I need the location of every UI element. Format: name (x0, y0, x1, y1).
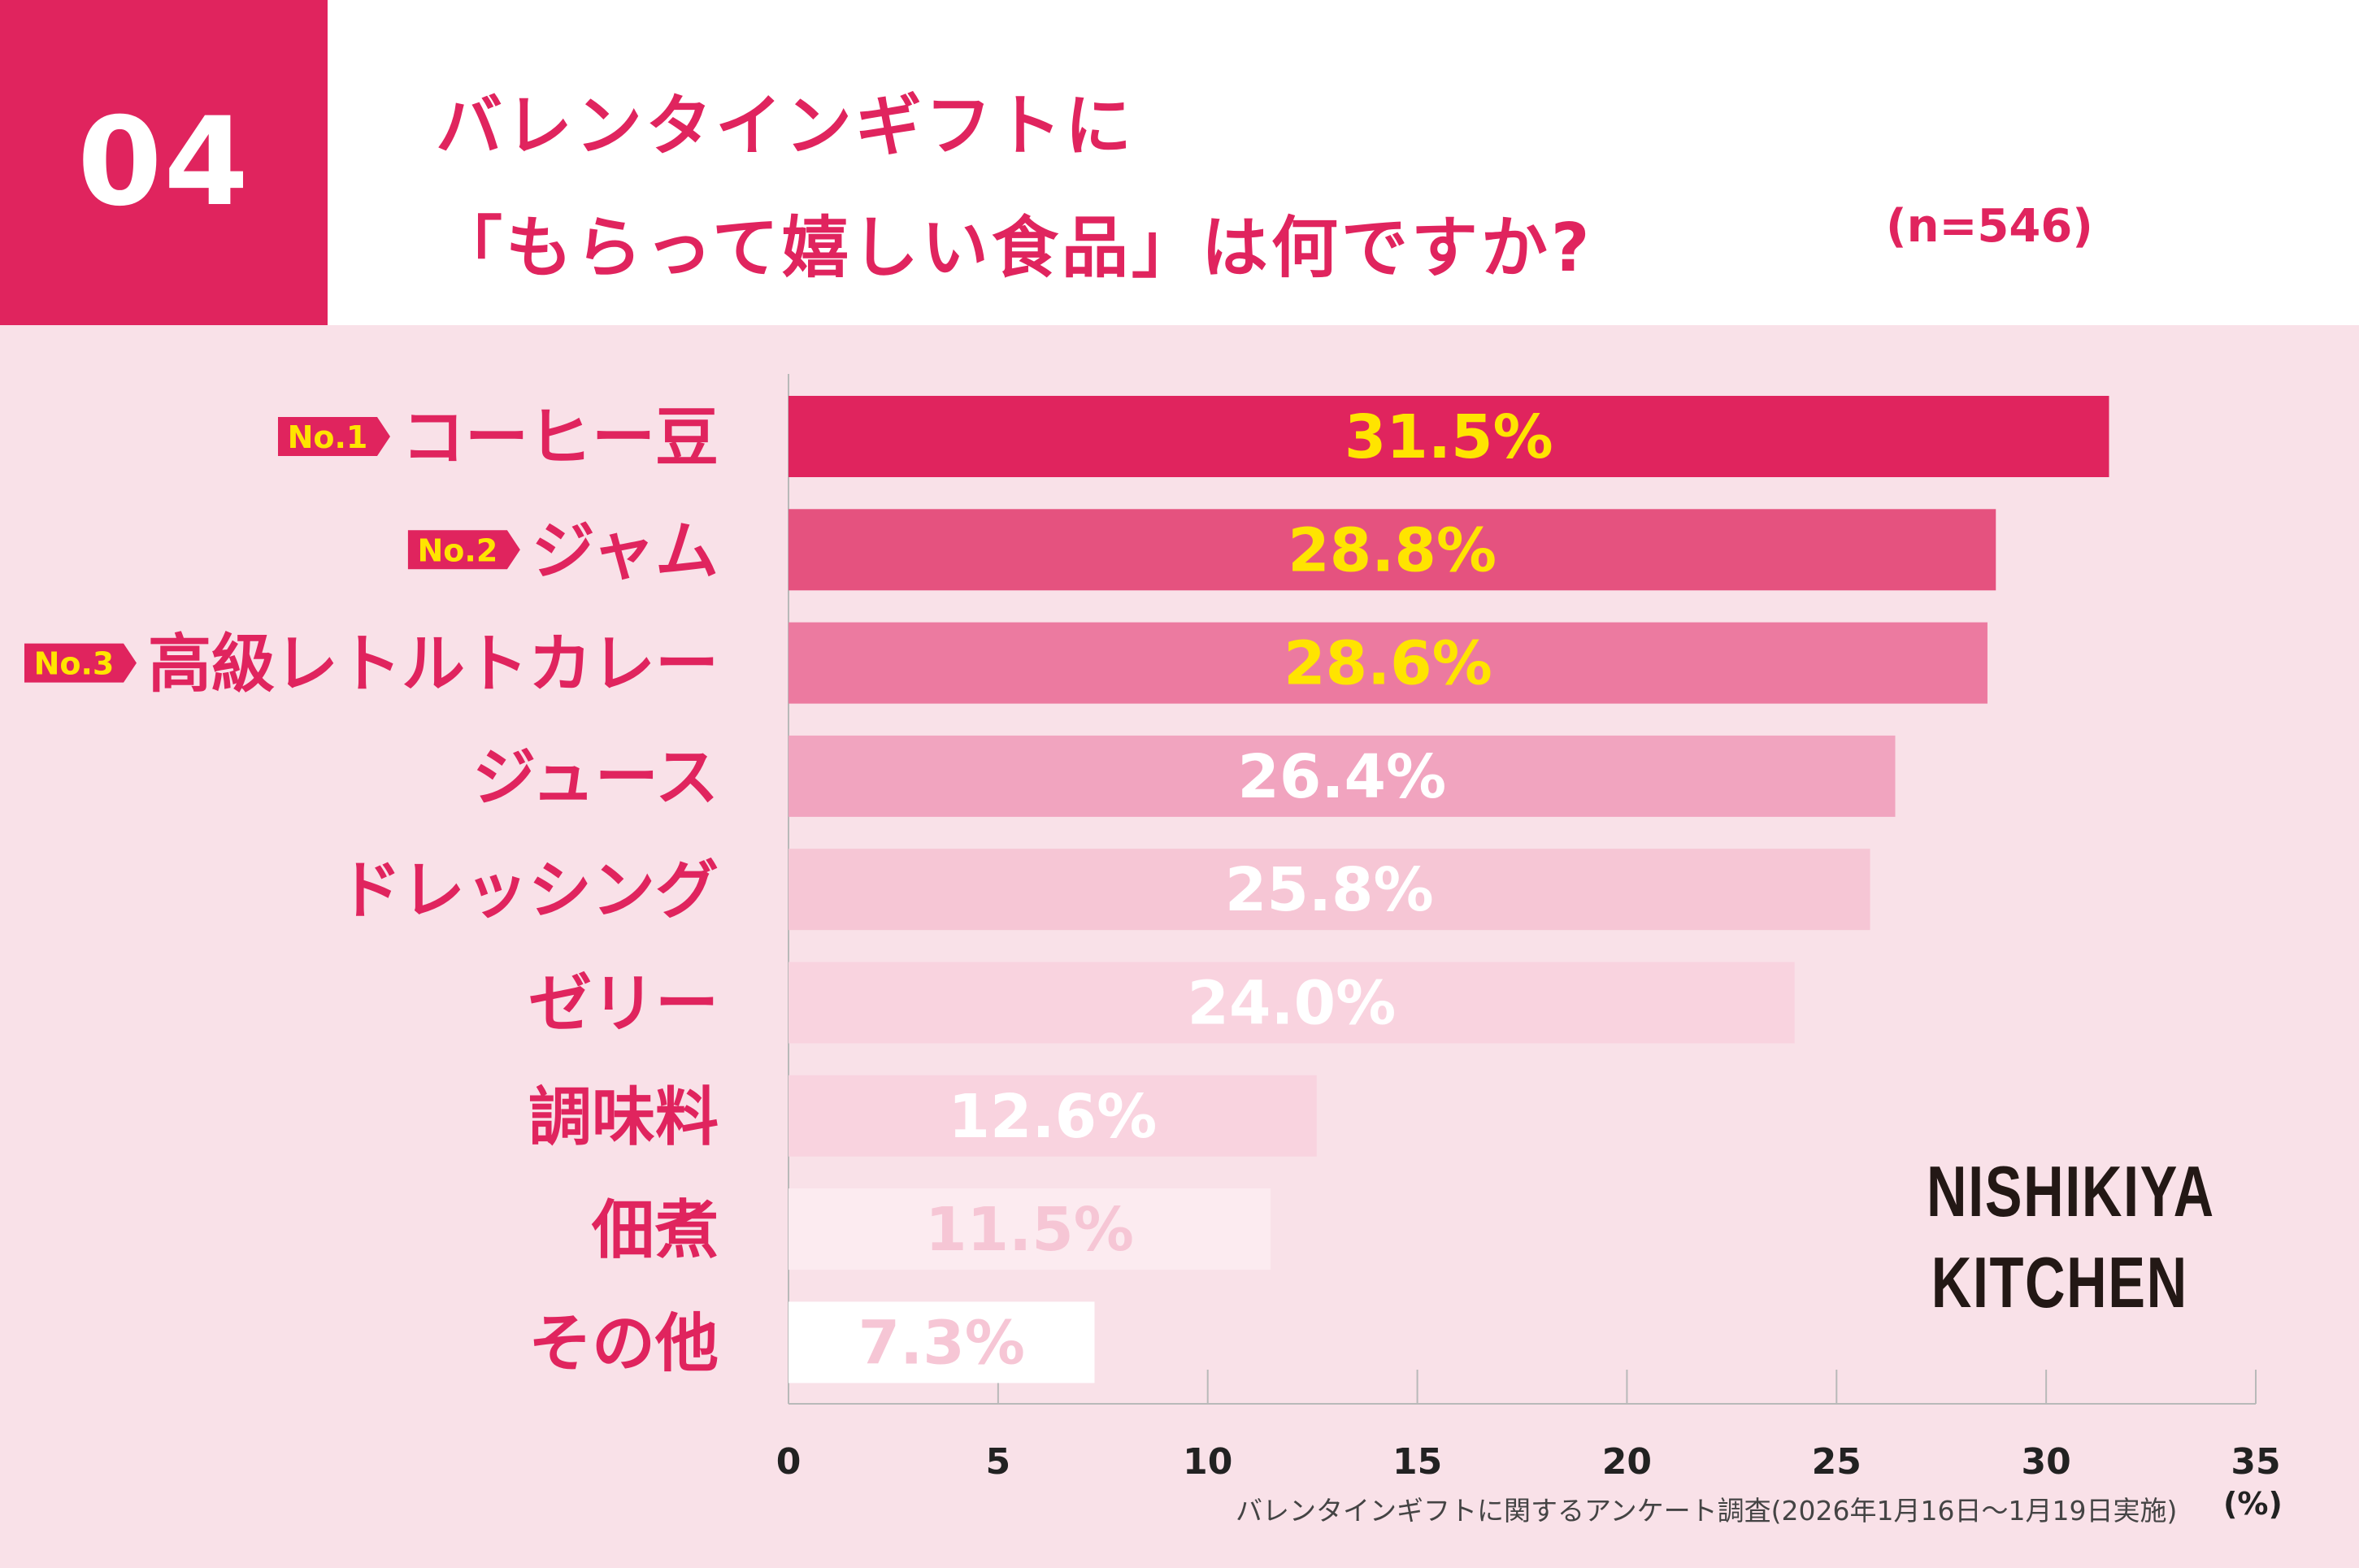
x-tick-label: 35 (2231, 1441, 2280, 1483)
bar-value-label: 7.3% (858, 1308, 1025, 1378)
axis-unit-label: (%) (2223, 1486, 2283, 1522)
rank-tag-label: No.1 (288, 419, 368, 455)
category-label: ジュース (472, 741, 719, 814)
category-label: 佃煮 (591, 1194, 719, 1267)
bar (789, 622, 1988, 704)
bar-value-label: 25.8% (1225, 855, 1434, 925)
category-label: 調味料 (528, 1081, 719, 1154)
bar (789, 735, 1896, 817)
bar (789, 509, 1996, 591)
category-label: ゼリー (528, 968, 719, 1041)
category-label: ジャム (532, 515, 719, 588)
category-label: その他 (528, 1307, 719, 1380)
rank-tag (407, 530, 520, 570)
rank-tag-label: No.2 (417, 532, 497, 568)
rank-tag (277, 417, 390, 456)
category-label: コーヒー豆 (402, 402, 719, 475)
header: 04 バレンタインギフトに 「もらって嬉しい食品」は何ですか? (n=546) (0, 0, 2359, 325)
question-number-badge: 04 (0, 0, 328, 325)
bar-value-label: 28.8% (1288, 515, 1497, 585)
x-tick-label: 5 (986, 1441, 1011, 1483)
bar-chart: 0 5 10 15 20 25 30 35 31.5% コーヒー豆 No.1 28.8% ジャム No.2… (24, 374, 2281, 1483)
category-label: 高級レトルトカレー (148, 628, 719, 701)
bar (789, 1188, 1271, 1270)
bar-value-label: 11.5% (925, 1195, 1134, 1265)
bar (789, 1301, 1095, 1383)
x-tick-label: 0 (776, 1441, 802, 1483)
survey-source-note: バレンタインギフトに関するアンケート調査(2026年1月16日〜1月19日実施) (1236, 1495, 2178, 1527)
x-tick-label: 30 (2022, 1441, 2071, 1483)
brand-logo-line-1: NISHIKIYA (1927, 1151, 2215, 1231)
bar (789, 962, 1795, 1044)
bar (789, 1075, 1317, 1157)
category-label: ドレッシング (338, 854, 719, 927)
brand-logo-line-2: KITCHEN (1931, 1242, 2188, 1323)
bar-value-label: 12.6% (949, 1082, 1158, 1152)
x-tick-label: 25 (1812, 1441, 1862, 1483)
bar (789, 849, 1870, 931)
x-tick-label: 20 (1602, 1441, 1652, 1483)
bar-value-label: 28.6% (1284, 629, 1492, 699)
bar (789, 396, 2109, 477)
rank-tag-label: No.3 (34, 646, 115, 682)
page-title-line-2: 「もらって嬉しい食品」は何ですか? (436, 210, 1593, 287)
brand-logo: NISHIKIYA KITCHEN (1927, 1146, 2215, 1328)
bar-value-label: 31.5% (1345, 402, 1553, 472)
page-title-line-1: バレンタインギフトに (436, 88, 1136, 165)
chart-area: 0 5 10 15 20 25 30 35 31.5% コーヒー豆 No.1 28.8% ジャム No.2… (0, 325, 2359, 1568)
rank-tag (24, 643, 137, 683)
x-tick-label: 15 (1392, 1441, 1442, 1483)
x-tick-label: 10 (1183, 1441, 1232, 1483)
bar-value-label: 24.0% (1187, 969, 1396, 1039)
sample-size: (n=546) (1886, 200, 2093, 253)
bar-value-label: 26.4% (1237, 742, 1446, 812)
